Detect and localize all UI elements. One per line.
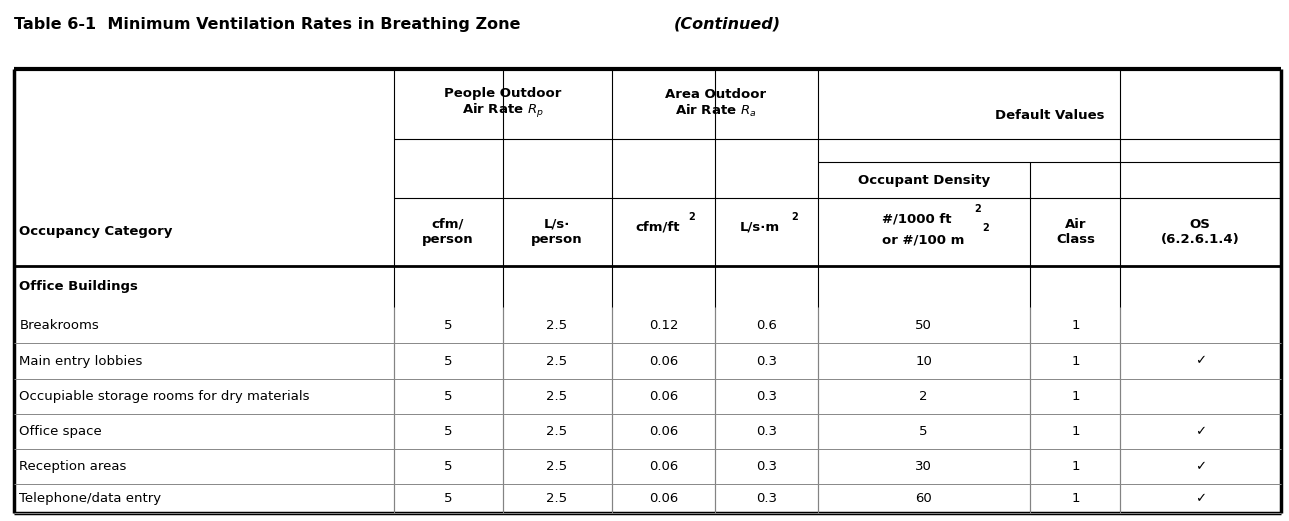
Text: 1: 1 — [1071, 319, 1080, 332]
Text: 0.3: 0.3 — [757, 460, 777, 473]
Text: 2.5: 2.5 — [547, 390, 567, 403]
Text: 2.5: 2.5 — [547, 492, 567, 505]
Text: 5: 5 — [443, 319, 452, 332]
Text: 2: 2 — [974, 204, 981, 214]
Text: 2: 2 — [919, 390, 928, 403]
Text: 2.5: 2.5 — [547, 319, 567, 332]
Text: 5: 5 — [443, 425, 452, 438]
Text: or #/100 m: or #/100 m — [883, 233, 964, 246]
Text: ✓: ✓ — [1195, 354, 1205, 367]
Text: Office space: Office space — [19, 425, 102, 438]
Text: 0.06: 0.06 — [650, 425, 678, 438]
Text: cfm/ft: cfm/ft — [635, 220, 679, 233]
Text: 1: 1 — [1071, 460, 1080, 473]
Text: 60: 60 — [915, 492, 932, 505]
Text: 0.06: 0.06 — [650, 354, 678, 367]
Text: Telephone/data entry: Telephone/data entry — [19, 492, 161, 505]
Text: 50: 50 — [915, 319, 932, 332]
Text: 0.06: 0.06 — [650, 492, 678, 505]
Text: Area Outdoor
Air Rate $R_a$: Area Outdoor Air Rate $R_a$ — [665, 88, 766, 119]
Text: (Continued): (Continued) — [674, 17, 781, 32]
Text: 0.3: 0.3 — [757, 425, 777, 438]
Text: 2.5: 2.5 — [547, 425, 567, 438]
Text: 2: 2 — [688, 213, 696, 222]
Text: 5: 5 — [443, 390, 452, 403]
Text: 0.06: 0.06 — [650, 390, 678, 403]
Text: #/1000 ft: #/1000 ft — [883, 213, 953, 226]
Text: Occupant Density: Occupant Density — [858, 173, 990, 187]
Text: 30: 30 — [915, 460, 932, 473]
Text: L/s·m: L/s·m — [740, 220, 780, 233]
Text: People Outdoor
Air Rate $R_p$: People Outdoor Air Rate $R_p$ — [445, 87, 562, 120]
Text: 2.5: 2.5 — [547, 354, 567, 367]
Text: Air
Class: Air Class — [1056, 218, 1094, 246]
Text: 5: 5 — [919, 425, 928, 438]
Text: Reception areas: Reception areas — [19, 460, 126, 473]
Text: 5: 5 — [443, 492, 452, 505]
Text: Default Values: Default Values — [995, 109, 1105, 122]
Text: 2.5: 2.5 — [547, 460, 567, 473]
Text: Table 6-1  Minimum Ventilation Rates in Breathing Zone: Table 6-1 Minimum Ventilation Rates in B… — [14, 17, 526, 32]
Text: 2: 2 — [982, 223, 989, 233]
Text: Occupancy Category: Occupancy Category — [19, 226, 173, 239]
Text: 1: 1 — [1071, 354, 1080, 367]
Text: 0.3: 0.3 — [757, 390, 777, 403]
Text: 0.06: 0.06 — [650, 460, 678, 473]
Text: ✓: ✓ — [1195, 425, 1205, 438]
Text: 1: 1 — [1071, 425, 1080, 438]
Text: 5: 5 — [443, 460, 452, 473]
Text: 10: 10 — [915, 354, 932, 367]
Text: 0.6: 0.6 — [757, 319, 777, 332]
Text: cfm/
person: cfm/ person — [422, 218, 473, 246]
Text: 2: 2 — [791, 213, 798, 222]
Text: 1: 1 — [1071, 390, 1080, 403]
Text: Breakrooms: Breakrooms — [19, 319, 99, 332]
Text: L/s·
person: L/s· person — [531, 218, 583, 246]
Text: 0.12: 0.12 — [650, 319, 678, 332]
Text: 0.3: 0.3 — [757, 492, 777, 505]
Text: 5: 5 — [443, 354, 452, 367]
Text: OS
(6.2.6.1.4): OS (6.2.6.1.4) — [1161, 218, 1240, 246]
Text: ✓: ✓ — [1195, 460, 1205, 473]
Text: Office Buildings: Office Buildings — [19, 280, 138, 293]
Text: ✓: ✓ — [1195, 492, 1205, 505]
Text: Occupiable storage rooms for dry materials: Occupiable storage rooms for dry materia… — [19, 390, 309, 403]
Text: Main entry lobbies: Main entry lobbies — [19, 354, 143, 367]
Text: 1: 1 — [1071, 492, 1080, 505]
Text: 0.3: 0.3 — [757, 354, 777, 367]
